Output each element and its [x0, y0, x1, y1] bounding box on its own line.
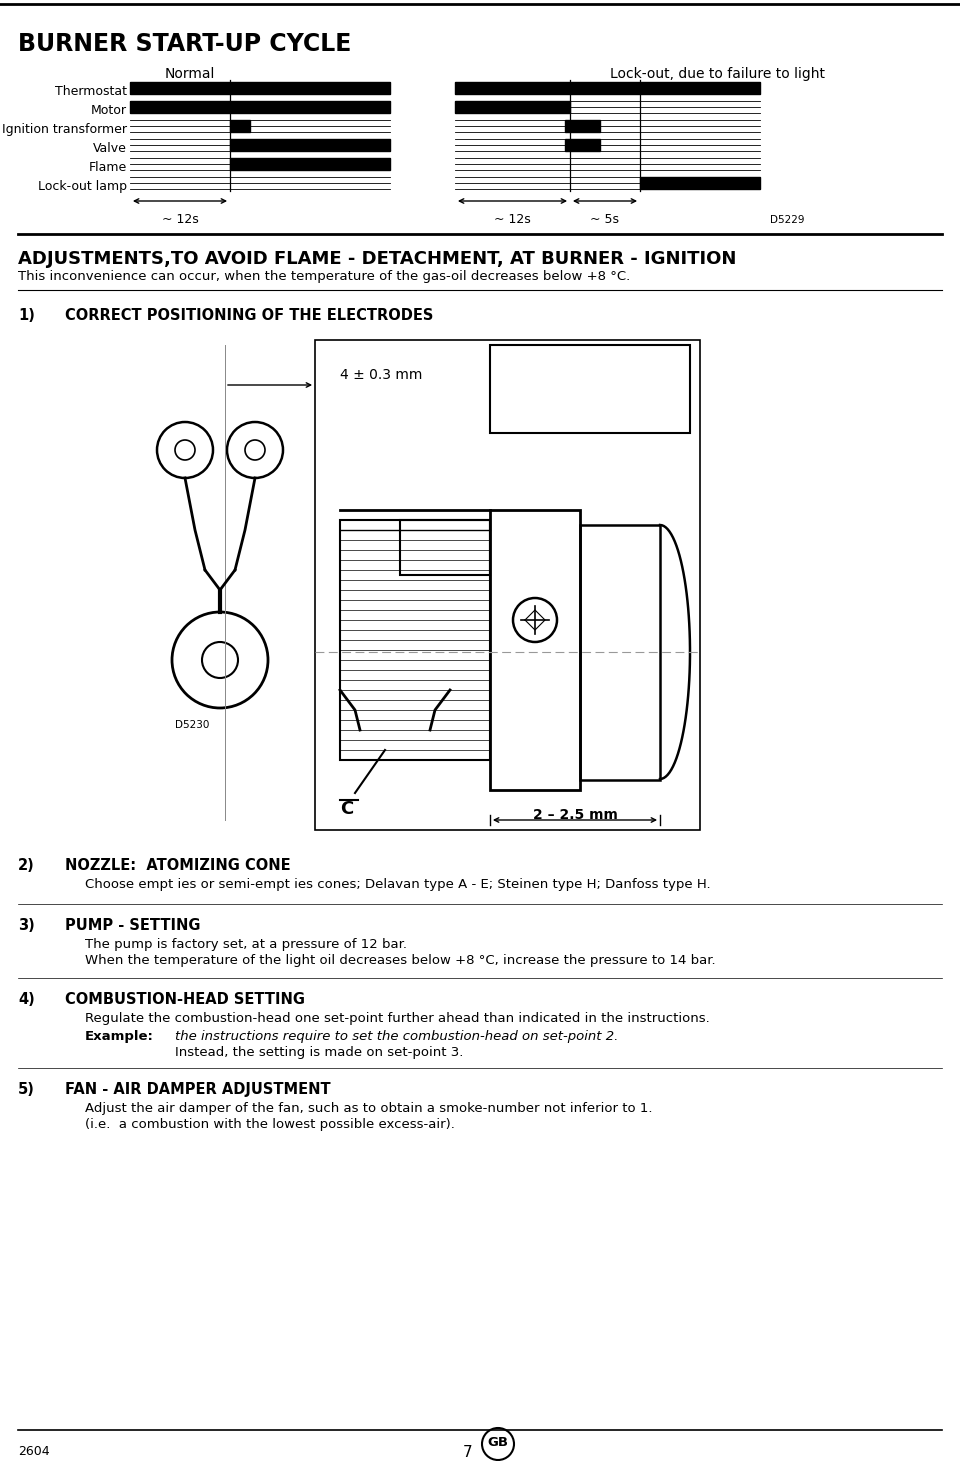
Text: ~ 5s: ~ 5s [590, 213, 619, 226]
Bar [580, 524, 660, 780]
Text: Normal: Normal [165, 67, 215, 80]
Text: MUST BE OBSERVED: MUST BE OBSERVED [498, 393, 640, 406]
Text: (i.e.  a combustion with the lowest possible excess-air).: (i.e. a combustion with the lowest possi… [85, 1118, 455, 1131]
Bar [130, 82, 390, 94]
Text: PUMP - SETTING: PUMP - SETTING [65, 918, 201, 934]
Text: This inconvenience can occur, when the temperature of the gas-oil decreases belo: This inconvenience can occur, when the t… [18, 270, 631, 283]
Bar [565, 139, 600, 150]
Text: 2): 2) [18, 858, 35, 874]
Bar [455, 101, 570, 112]
Text: NOZZLE:  ATOMIZING CONE: NOZZLE: ATOMIZING CONE [65, 858, 291, 874]
Text: Ignition transformer: Ignition transformer [2, 123, 127, 136]
Text: GB: GB [488, 1436, 509, 1448]
Bar [340, 520, 490, 760]
Text: ~ 12s: ~ 12s [161, 213, 199, 226]
Text: 4): 4) [18, 992, 35, 1007]
Text: 3): 3) [18, 918, 35, 934]
Text: COMBUSTION-HEAD SETTING: COMBUSTION-HEAD SETTING [65, 992, 305, 1007]
Text: Choose empt ies or semi-empt ies cones; Delavan type A - E; Steinen type H; Danf: Choose empt ies or semi-empt ies cones; … [85, 878, 710, 891]
Text: CORRECT POSITIONING OF THE ELECTRODES: CORRECT POSITIONING OF THE ELECTRODES [65, 308, 433, 323]
Text: Lock-out, due to failure to light: Lock-out, due to failure to light [610, 67, 825, 80]
Text: C: C [340, 801, 353, 818]
Text: D5229: D5229 [770, 215, 804, 225]
Text: ~ 12s: ~ 12s [493, 213, 530, 226]
Text: Thermostat: Thermostat [55, 85, 127, 98]
Bar [315, 340, 700, 830]
Text: D5230: D5230 [175, 720, 209, 730]
Bar [230, 158, 390, 169]
Bar [640, 177, 760, 188]
Text: the instructions require to set the combustion-head on set-point 2.: the instructions require to set the comb… [175, 1030, 618, 1043]
Bar [565, 120, 600, 131]
Text: The pump is factory set, at a pressure of 12 bar.: The pump is factory set, at a pressure o… [85, 938, 407, 951]
Text: IMPORTANT:: IMPORTANT: [498, 354, 585, 367]
Text: THESE  DIMENSIONS: THESE DIMENSIONS [498, 373, 641, 386]
Text: Lock-out lamp: Lock-out lamp [38, 180, 127, 193]
Bar [130, 101, 390, 112]
Bar [400, 520, 490, 576]
Bar [490, 345, 690, 432]
Text: 4 ± 0.3 mm: 4 ± 0.3 mm [340, 368, 422, 381]
Text: Flame: Flame [88, 161, 127, 174]
Text: Instead, the setting is made on set-point 3.: Instead, the setting is made on set-poin… [175, 1046, 464, 1059]
Text: 2604: 2604 [18, 1445, 50, 1458]
Text: When the temperature of the light oil decreases below +8 °C, increase the pressu: When the temperature of the light oil de… [85, 954, 715, 967]
Text: Motor: Motor [91, 104, 127, 117]
Text: FAN - AIR DAMPER ADJUSTMENT: FAN - AIR DAMPER ADJUSTMENT [65, 1083, 330, 1097]
Text: Regulate the combustion-head one set-point further ahead than indicated in the i: Regulate the combustion-head one set-poi… [85, 1012, 709, 1026]
Text: 5): 5) [18, 1083, 35, 1097]
Text: Adjust the air damper of the fan, such as to obtain a smoke-number not inferior : Adjust the air damper of the fan, such a… [85, 1102, 653, 1115]
Text: Example:: Example: [85, 1030, 154, 1043]
Bar [490, 510, 580, 790]
Text: 2 – 2.5 mm: 2 – 2.5 mm [533, 808, 617, 823]
Text: 7: 7 [463, 1445, 473, 1460]
Text: BURNER START-UP CYCLE: BURNER START-UP CYCLE [18, 32, 351, 56]
Text: 1): 1) [18, 308, 35, 323]
Text: Valve: Valve [93, 142, 127, 155]
Text: ADJUSTMENTS,TO AVOID FLAME - DETACHMENT, AT BURNER - IGNITION: ADJUSTMENTS,TO AVOID FLAME - DETACHMENT,… [18, 250, 736, 267]
Bar [230, 139, 390, 150]
Bar [230, 120, 250, 131]
Bar [455, 82, 760, 94]
